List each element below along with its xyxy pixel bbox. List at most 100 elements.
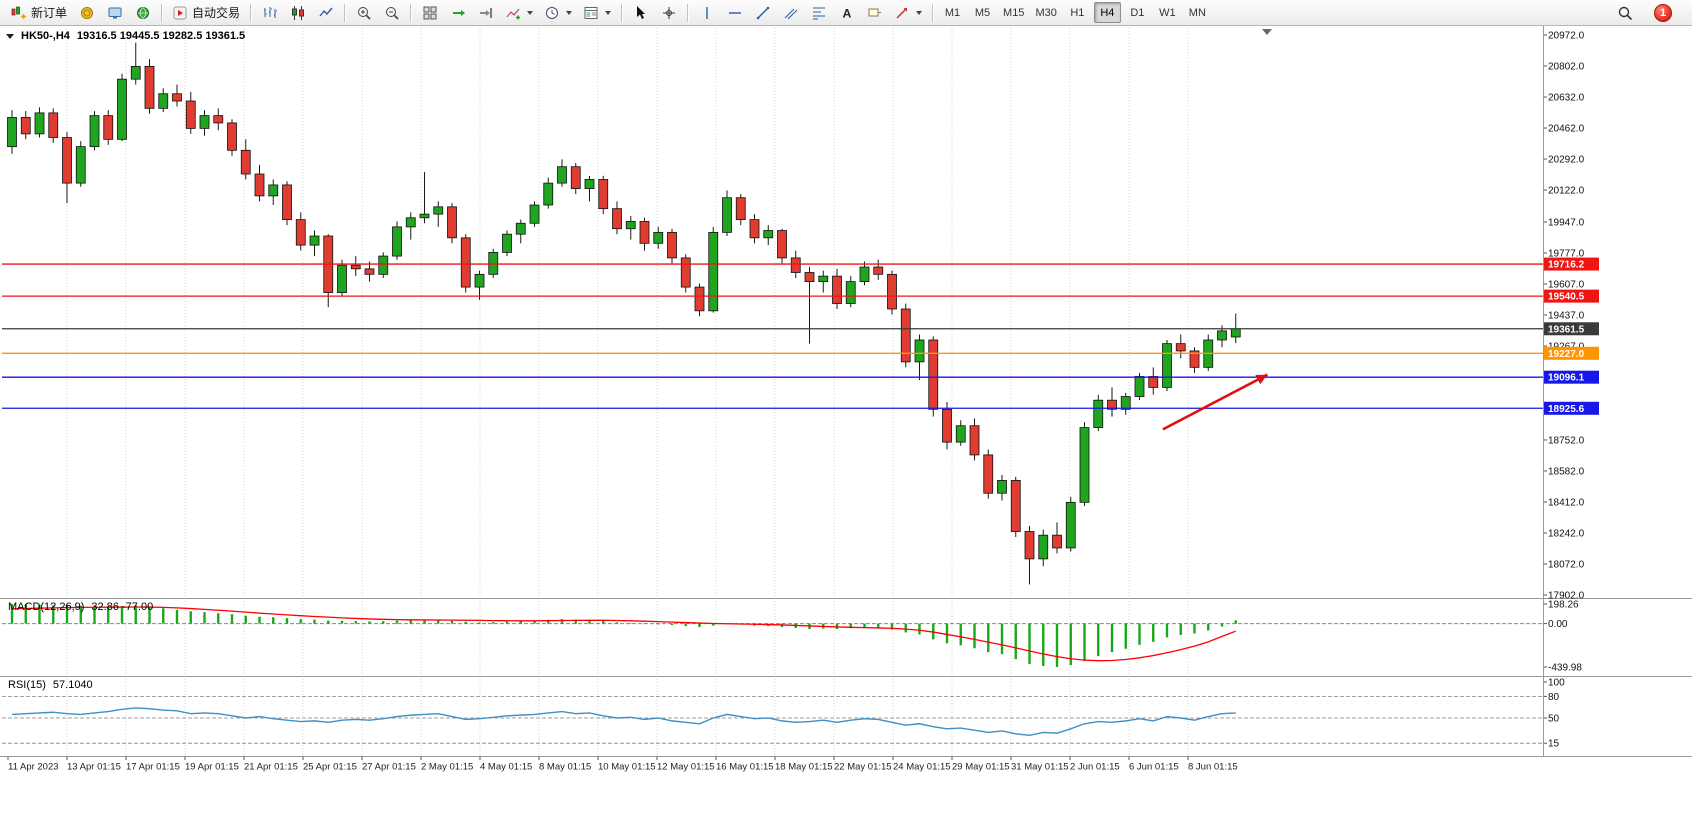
cursor-button[interactable] <box>628 2 653 24</box>
svg-text:18752.0: 18752.0 <box>1548 435 1585 446</box>
svg-text:15: 15 <box>1548 739 1560 750</box>
svg-text:20632.0: 20632.0 <box>1548 93 1585 104</box>
notification-badge[interactable]: 1 <box>1654 3 1672 22</box>
price-chart-canvas[interactable]: 20972.0 20802.0 20632.0 20462.0 20292.0 20122… <box>0 26 1692 839</box>
timeframe-button-h1[interactable]: H1 <box>1064 2 1091 23</box>
svg-text:19777.0: 19777.0 <box>1548 248 1585 259</box>
auto-scroll-icon <box>450 5 466 21</box>
one-click-trading-toggle[interactable] <box>6 33 14 39</box>
svg-text:18242.0: 18242.0 <box>1548 528 1585 539</box>
svg-text:8 May 01:15: 8 May 01:15 <box>539 762 591 773</box>
rsi-indicator-label: RSI(15) 57.1040 <box>8 679 93 691</box>
channel-tool-button[interactable] <box>778 2 803 24</box>
market-watch-button[interactable] <box>74 2 99 24</box>
svg-text:20802.0: 20802.0 <box>1548 62 1585 73</box>
svg-text:20462.0: 20462.0 <box>1548 124 1585 135</box>
svg-text:17902.0: 17902.0 <box>1548 591 1585 602</box>
toolbar-separator <box>344 3 346 22</box>
candlestick-chart-button[interactable] <box>285 2 310 24</box>
search-icon <box>1617 5 1633 21</box>
dropdown-caret <box>605 10 612 15</box>
crosshair-button[interactable] <box>656 2 681 24</box>
zoom-out-button[interactable] <box>379 2 404 24</box>
arrow-object-icon <box>894 5 910 21</box>
autotrading-button[interactable]: 自动交易 <box>168 2 244 24</box>
chart-shift-icon <box>478 5 494 21</box>
timeframe-button-m5[interactable]: M5 <box>969 2 996 23</box>
horizontal-line-tool-button[interactable] <box>722 2 747 24</box>
new-order-label: 新订单 <box>31 6 68 20</box>
tile-windows-button[interactable] <box>417 2 442 24</box>
svg-text:19361.5: 19361.5 <box>1548 324 1585 335</box>
line-chart-button[interactable] <box>313 2 338 24</box>
vertical-line-tool-button[interactable] <box>694 2 719 24</box>
ohlc-values: 19316.5 19445.5 19282.5 19361.5 <box>76 30 246 42</box>
trendline-tool-button[interactable] <box>750 2 775 24</box>
svg-text:27 Apr 01:15: 27 Apr 01:15 <box>362 762 416 773</box>
timeframe-button-m30[interactable]: M30 <box>1031 2 1060 23</box>
svg-text:25 Apr 01:15: 25 Apr 01:15 <box>303 762 357 773</box>
autotrading-icon <box>172 5 188 21</box>
cursor-icon <box>633 5 649 21</box>
chart-shift-button[interactable] <box>473 2 498 24</box>
candlestick-icon <box>290 5 306 21</box>
rsi-value: 57.1040 <box>52 679 93 691</box>
navigator-button[interactable] <box>130 2 155 24</box>
candlestick-series <box>7 42 1241 585</box>
svg-text:19540.5: 19540.5 <box>1548 292 1585 303</box>
svg-text:20292.0: 20292.0 <box>1548 155 1585 166</box>
timeframe-button-d1[interactable]: D1 <box>1124 2 1151 23</box>
text-icon: A <box>839 5 855 21</box>
timeframe-button-m1[interactable]: M1 <box>939 2 966 23</box>
svg-text:19716.2: 19716.2 <box>1548 260 1585 271</box>
bar-chart-icon <box>262 5 278 21</box>
svg-text:16 May 01:15: 16 May 01:15 <box>716 762 774 773</box>
auto-scroll-button[interactable] <box>445 2 470 24</box>
zoom-in-icon <box>356 5 372 21</box>
timeframe-button-w1[interactable]: W1 <box>1154 2 1181 23</box>
fibonacci-tool-button[interactable] <box>806 2 831 24</box>
periods-button[interactable] <box>540 2 576 24</box>
macd-values: 32.86 -77.00 <box>91 601 154 613</box>
svg-text:19607.0: 19607.0 <box>1548 279 1585 290</box>
svg-text:100: 100 <box>1548 678 1565 689</box>
svg-text:11 Apr 2023: 11 Apr 2023 <box>8 762 59 773</box>
price-line-markers: 19716.2 19540.5 19361.5 19227.0 19096.1 18925… <box>1544 257 1599 415</box>
horizontal-price-lines <box>2 263 1544 409</box>
svg-text:8 Jun 01:15: 8 Jun 01:15 <box>1188 762 1238 773</box>
svg-text:19096.1: 19096.1 <box>1548 373 1585 384</box>
svg-text:2 Jun 01:15: 2 Jun 01:15 <box>1070 762 1120 773</box>
chart-shift-marker[interactable] <box>1262 29 1272 35</box>
trend-arrow-annotation[interactable] <box>1162 373 1268 431</box>
text-label-tool-button[interactable] <box>862 2 887 24</box>
timeframe-button-m15[interactable]: M15 <box>999 2 1028 23</box>
svg-text:18 May 01:15: 18 May 01:15 <box>775 762 833 773</box>
search-button[interactable] <box>1612 2 1637 24</box>
pane-separators <box>0 26 1692 757</box>
coins-icon <box>79 5 95 21</box>
svg-text:29 May 01:15: 29 May 01:15 <box>952 762 1010 773</box>
arrows-tool-button[interactable] <box>890 2 926 24</box>
toolbar-separator <box>250 3 252 22</box>
label-icon <box>867 5 883 21</box>
svg-text:22 May 01:15: 22 May 01:15 <box>834 762 892 773</box>
svg-text:19227.0: 19227.0 <box>1548 349 1585 360</box>
macd-indicator-label: MACD(12,26,9) 32.86 -77.00 <box>8 601 153 613</box>
text-tool-button[interactable]: A <box>834 2 859 24</box>
svg-text:A: A <box>842 6 851 20</box>
rsi-name: RSI(15) <box>8 679 46 691</box>
templates-button[interactable] <box>579 2 615 24</box>
timeframe-button-mn[interactable]: MN <box>1184 2 1211 23</box>
bar-chart-button[interactable] <box>257 2 282 24</box>
svg-text:0.00: 0.00 <box>1548 619 1568 630</box>
zoom-in-button[interactable] <box>351 2 376 24</box>
indicators-button[interactable] <box>501 2 537 24</box>
timeframe-button-h4[interactable]: H4 <box>1093 2 1121 23</box>
svg-text:198.26: 198.26 <box>1548 600 1579 611</box>
horizontal-line-icon <box>727 5 743 21</box>
fibonacci-icon <box>811 5 827 21</box>
new-order-button[interactable]: 新订单 <box>7 2 71 24</box>
svg-text:-439.98: -439.98 <box>1548 663 1582 674</box>
data-window-button[interactable] <box>102 2 127 24</box>
svg-text:12 May 01:15: 12 May 01:15 <box>657 762 715 773</box>
